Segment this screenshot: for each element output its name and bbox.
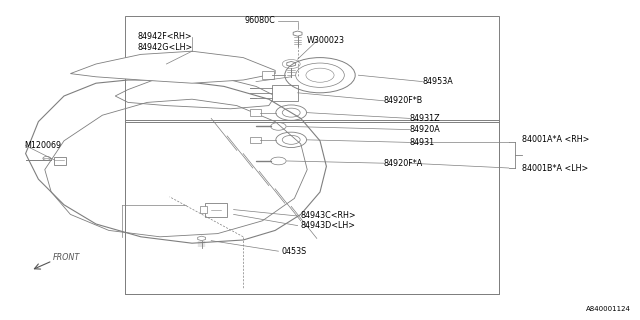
Bar bbox=[125, 120, 499, 294]
Bar bbox=[250, 109, 261, 116]
Bar bbox=[125, 16, 499, 294]
Text: 96080C: 96080C bbox=[244, 16, 275, 25]
Text: 84920F*B: 84920F*B bbox=[384, 96, 423, 105]
Bar bbox=[262, 71, 274, 79]
Text: W300023: W300023 bbox=[307, 36, 345, 44]
Bar bbox=[272, 85, 298, 101]
Text: M120069: M120069 bbox=[24, 141, 61, 150]
Bar bbox=[200, 206, 207, 213]
Bar bbox=[205, 203, 227, 217]
Bar bbox=[54, 157, 66, 165]
Text: A840001124: A840001124 bbox=[586, 306, 630, 312]
Text: FRONT: FRONT bbox=[53, 253, 81, 262]
Bar bbox=[250, 137, 261, 143]
Text: 84953A: 84953A bbox=[422, 77, 453, 86]
Text: 84942G<LH>: 84942G<LH> bbox=[138, 43, 193, 52]
Text: 84931Z: 84931Z bbox=[410, 114, 440, 123]
Text: 84942F<RH>: 84942F<RH> bbox=[138, 32, 192, 41]
Text: 84920A: 84920A bbox=[410, 125, 440, 134]
Text: 84920F*A: 84920F*A bbox=[384, 159, 423, 168]
Text: 84001A*A <RH>: 84001A*A <RH> bbox=[522, 135, 589, 144]
Text: 84931: 84931 bbox=[410, 138, 435, 147]
Text: 0453S: 0453S bbox=[282, 247, 307, 256]
Text: 84943D<LH>: 84943D<LH> bbox=[301, 221, 356, 230]
Polygon shape bbox=[70, 51, 275, 83]
Text: 84943C<RH>: 84943C<RH> bbox=[301, 212, 356, 220]
Text: 84001B*A <LH>: 84001B*A <LH> bbox=[522, 164, 588, 172]
